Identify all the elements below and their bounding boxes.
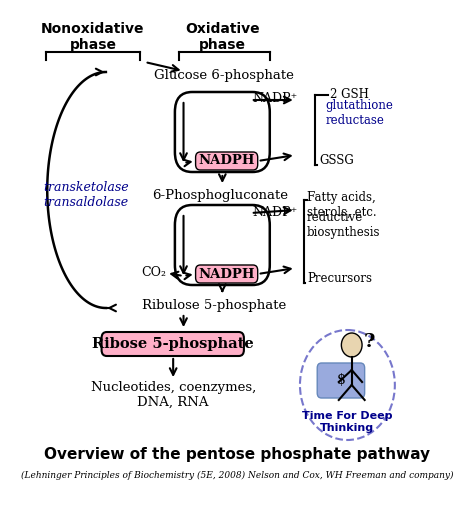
Text: NADP⁺: NADP⁺ [253, 92, 298, 104]
Text: glutathione
reductase: glutathione reductase [326, 99, 394, 127]
Text: GSSG: GSSG [319, 154, 354, 168]
Text: Oxidative
phase: Oxidative phase [185, 22, 260, 52]
Text: Nonoxidative
phase: Nonoxidative phase [41, 22, 145, 52]
Text: (Lehninger Principles of Biochemistry (5E, 2008) Nelson and Cox, WH Freeman and : (Lehninger Principles of Biochemistry (5… [21, 471, 453, 480]
Text: Overview of the pentose phosphate pathway: Overview of the pentose phosphate pathwa… [44, 447, 430, 463]
FancyBboxPatch shape [196, 152, 258, 170]
Text: $: $ [337, 373, 346, 387]
FancyBboxPatch shape [196, 265, 258, 283]
FancyBboxPatch shape [101, 332, 244, 356]
Text: transketolase
transaldolase: transketolase transaldolase [43, 181, 129, 209]
Text: Nucleotides, coenzymes,
DNA, RNA: Nucleotides, coenzymes, DNA, RNA [91, 381, 256, 409]
FancyBboxPatch shape [317, 363, 365, 398]
Text: Ribose 5-phosphate: Ribose 5-phosphate [92, 337, 254, 351]
Text: CO₂: CO₂ [141, 267, 166, 279]
Text: NADP⁺: NADP⁺ [253, 206, 298, 219]
Text: ?: ? [363, 333, 374, 351]
Text: reductive
biosynthesis: reductive biosynthesis [307, 211, 380, 239]
Text: 6-Phosphogluconate: 6-Phosphogluconate [153, 189, 289, 201]
Text: 2 GSH: 2 GSH [330, 89, 369, 102]
Text: NADPH: NADPH [199, 154, 255, 168]
Text: Precursors: Precursors [307, 271, 372, 285]
Text: NADPH: NADPH [199, 268, 255, 280]
Text: Glucose 6-phosphate: Glucose 6-phosphate [154, 69, 294, 82]
Text: Time For Deep
Thinking: Time For Deep Thinking [302, 411, 392, 433]
Text: Fatty acids,
sterols, etc.: Fatty acids, sterols, etc. [307, 191, 376, 219]
Circle shape [341, 333, 362, 357]
Text: Ribulose 5-phosphate: Ribulose 5-phosphate [142, 298, 286, 311]
